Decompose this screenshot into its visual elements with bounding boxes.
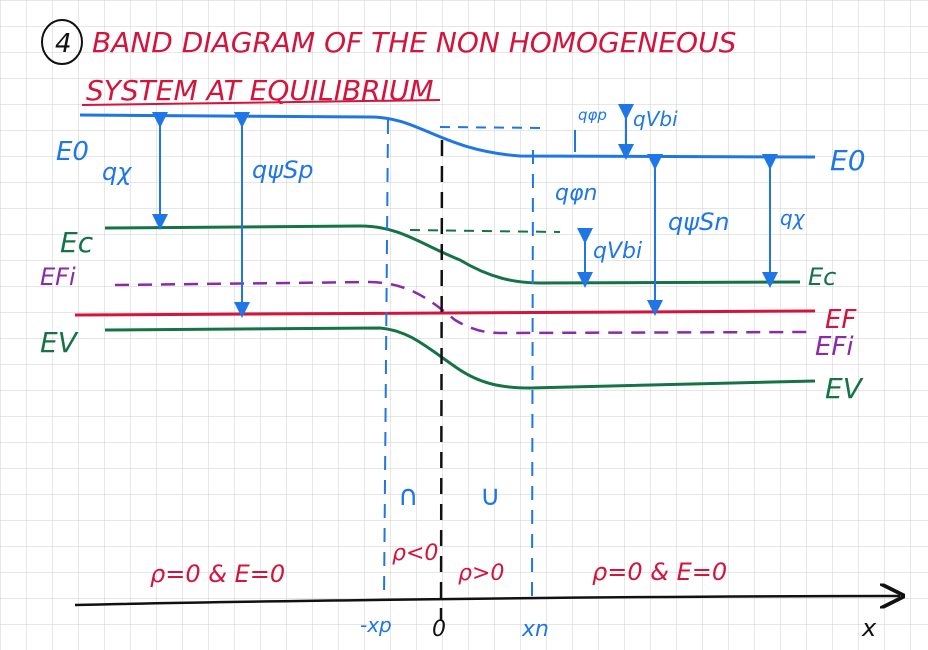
region-negative-label: ρ<0	[392, 541, 438, 566]
vbi-mid-label: qVbi	[593, 239, 642, 264]
fermi-level-line	[74, 309, 816, 317]
psi-sn-label: qψSn	[668, 208, 730, 236]
vacuum-right-label: E0	[830, 144, 866, 177]
intrinsic-level-line	[114, 280, 811, 335]
conduction-band-line	[104, 224, 801, 285]
xp-tick-label: -xp	[360, 613, 392, 637]
ev-left-label: EV	[40, 326, 79, 359]
efi-left-label: EFi	[40, 263, 76, 291]
x-axis-line	[74, 596, 900, 605]
ef-right-label: EF	[825, 305, 857, 335]
region-left-label: ρ=0 & E=0	[150, 560, 285, 588]
efi-right-label: EFi	[815, 332, 854, 362]
phi-p-label: qφp	[578, 106, 607, 124]
valence-band-line	[104, 326, 816, 390]
xn-tick-label: xn	[521, 617, 549, 642]
curvature-up-mark: ∪	[480, 479, 501, 512]
ev-right-label: EV	[825, 372, 864, 405]
heading: 4 BAND DIAGRAM OF THE NON HOMOGENEOUS SY…	[41, 19, 736, 107]
region-positive-label: ρ>0	[458, 561, 504, 586]
boundary-xp-dashed	[383, 119, 389, 601]
region-right-label: ρ=0 & E=0	[592, 558, 727, 586]
heading-underline	[81, 99, 441, 106]
junction-dashed	[439, 139, 444, 621]
chi-left-label: qχ	[102, 158, 132, 186]
vacuum-level-line	[79, 113, 816, 159]
conduction-reference-dashed	[409, 229, 561, 233]
x-axis-label: x	[861, 614, 877, 642]
psi-sp-label: qψSp	[252, 156, 314, 184]
phi-n-label: qφn	[555, 181, 597, 206]
heading-line1: BAND DIAGRAM OF THE NON HOMOGENEOUS	[92, 26, 736, 59]
boundary-xn-dashed	[531, 149, 534, 601]
vbi-top-label: qVbi	[633, 107, 678, 131]
heading-number-circle	[41, 19, 83, 65]
heading-number: 4	[55, 29, 72, 59]
ec-right-label: Ec	[808, 263, 836, 291]
vacuum-left-label: E0	[56, 137, 89, 167]
origin-label: 0	[432, 617, 446, 642]
chi-right-label: qχ	[780, 206, 806, 230]
curvature-down-mark: ∩	[398, 479, 419, 512]
ec-left-label: Ec	[60, 226, 94, 259]
